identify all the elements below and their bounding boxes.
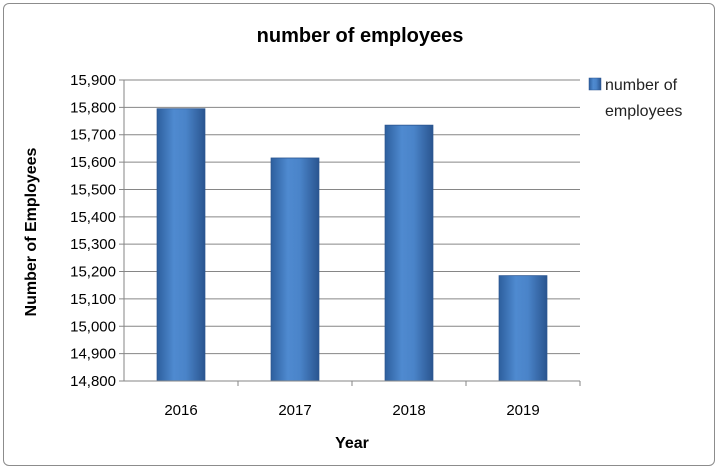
y-tick-label: 15,300 bbox=[70, 236, 116, 253]
bar-2019 bbox=[498, 275, 548, 382]
bar-2017 bbox=[270, 157, 320, 382]
x-tick-label: 2017 bbox=[278, 402, 311, 419]
legend-label-line-2: employees bbox=[605, 103, 682, 120]
legend-label-line-1: number of bbox=[605, 77, 678, 94]
x-axis-title: Year bbox=[335, 435, 369, 452]
bar-2018 bbox=[384, 124, 434, 382]
y-tick-label: 15,200 bbox=[70, 264, 116, 281]
y-tick-label: 14,900 bbox=[70, 346, 116, 363]
y-tick-label: 14,800 bbox=[70, 373, 116, 390]
y-tick-label: 15,600 bbox=[70, 154, 116, 171]
y-tick-label: 15,700 bbox=[70, 127, 116, 144]
y-axis-ticks: 14,800 14,900 15,000 15,100 15,200 15,300 15,4… bbox=[70, 72, 116, 390]
y-tick-label: 15,400 bbox=[70, 209, 116, 226]
y-tick-label: 15,100 bbox=[70, 291, 116, 308]
x-tick-label: 2018 bbox=[392, 402, 425, 419]
y-tick-label: 15,800 bbox=[70, 99, 116, 116]
y-tick-label: 15,500 bbox=[70, 181, 116, 198]
legend: number of employees bbox=[588, 77, 682, 120]
chart-title: number of employees bbox=[257, 25, 464, 47]
y-axis-title: Number of Employees bbox=[23, 147, 40, 316]
legend-swatch bbox=[588, 77, 602, 91]
y-tick-label: 15,900 bbox=[70, 72, 116, 89]
y-tick-label: 15,000 bbox=[70, 318, 116, 335]
x-axis-ticks: 2016 2017 2018 2019 bbox=[164, 381, 581, 419]
x-tick-label: 2016 bbox=[164, 402, 197, 419]
x-tick-label: 2019 bbox=[506, 402, 539, 419]
bar-2016 bbox=[156, 108, 206, 382]
bars bbox=[156, 108, 548, 382]
